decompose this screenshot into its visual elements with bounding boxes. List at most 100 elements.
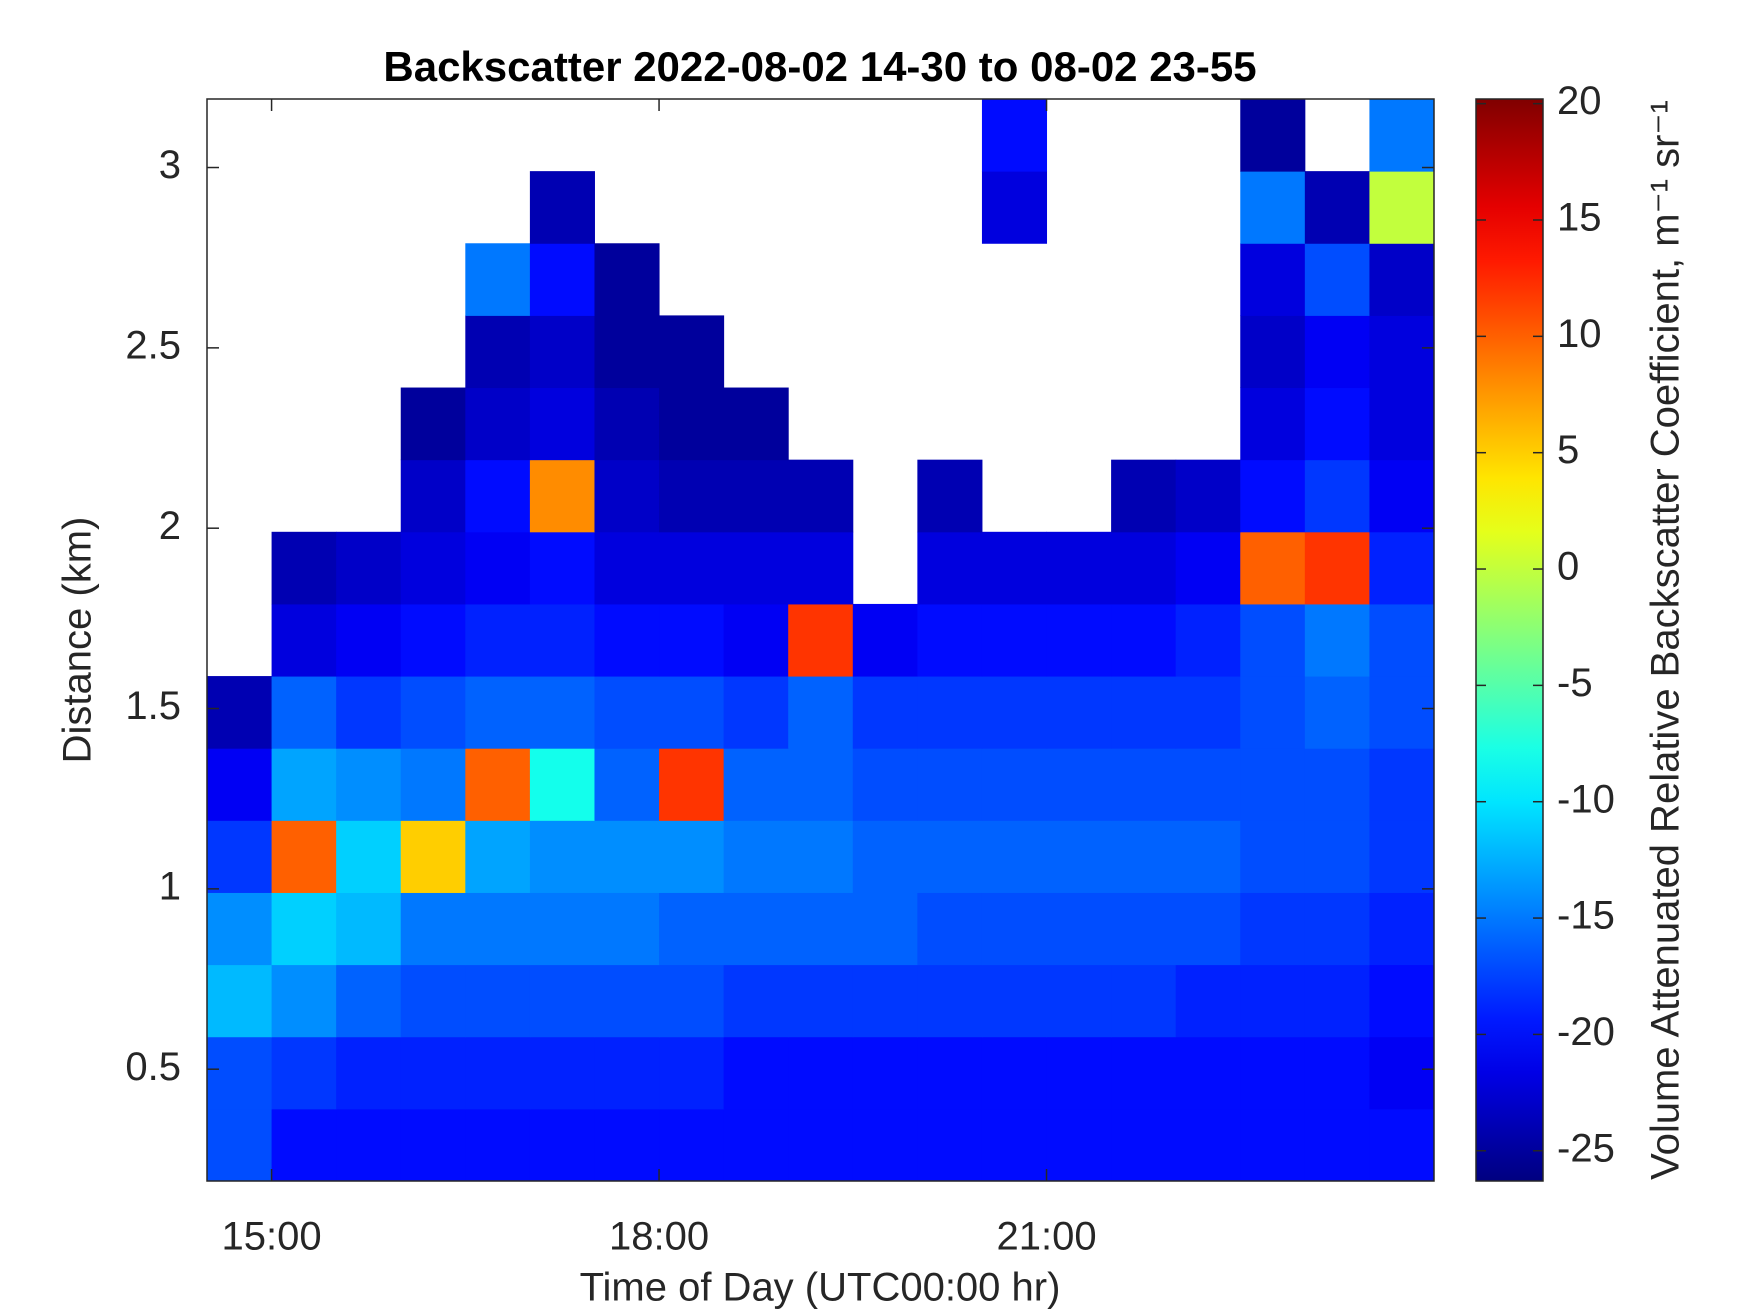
x-axis-label: Time of Day (UTC00:00 hr) [580, 1266, 1061, 1310]
heatmap-cell [981, 603, 1048, 677]
colorbar [1475, 98, 1544, 1182]
heatmap-cell [917, 531, 983, 605]
heatmap-cell [723, 531, 789, 605]
heatmap-cell [788, 676, 854, 749]
heatmap-cell [659, 387, 725, 461]
heatmap-cell [400, 387, 466, 461]
heatmap-cell [1111, 459, 1177, 533]
colorbar-tick-label: 5 [1557, 428, 1579, 472]
heatmap-cell [1175, 892, 1241, 966]
y-tick-label: 2 [159, 504, 181, 548]
heatmap-cell [336, 892, 402, 966]
heatmap-cell [1304, 459, 1370, 533]
heatmap-cell [529, 531, 595, 605]
heatmap-cell [1240, 820, 1306, 893]
heatmap-cell [1369, 964, 1435, 1038]
heatmap-cell [1111, 603, 1177, 677]
heatmap-cell [594, 1036, 660, 1110]
heatmap-cell [529, 964, 595, 1038]
heatmap-cell [529, 748, 595, 821]
heatmap-cell [271, 820, 337, 893]
heatmap-cell [1304, 892, 1370, 966]
heatmap-cell [271, 748, 337, 821]
heatmap-cell [1046, 676, 1112, 749]
heatmap-cell [917, 892, 983, 966]
heatmap-cell [594, 387, 660, 461]
heatmap-cell [981, 748, 1048, 821]
heatmap-cell [594, 1108, 660, 1182]
heatmap-cell [271, 964, 337, 1038]
heatmap-cell [852, 748, 918, 821]
heatmap-cell [529, 459, 595, 533]
heatmap-cell [207, 748, 273, 821]
heatmap-cell [1046, 892, 1112, 966]
heatmap-cell [1240, 99, 1306, 172]
heatmap-cell [271, 1036, 337, 1110]
heatmap-cell [1111, 964, 1177, 1038]
heatmap-cell [465, 531, 531, 605]
heatmap-cell [400, 531, 466, 605]
heatmap-cell [400, 1108, 466, 1182]
heatmap-cell [1369, 99, 1435, 172]
heatmap-cell [400, 892, 466, 966]
heatmap-cell [465, 820, 531, 893]
heatmap-cell [1240, 676, 1306, 749]
heatmap-cell [594, 964, 660, 1038]
heatmap-cell [529, 1108, 595, 1182]
heatmap-cell [659, 1108, 725, 1182]
heatmap-cell [1046, 531, 1112, 605]
heatmap-cell [981, 964, 1048, 1038]
heatmap-cell [1304, 171, 1370, 244]
heatmap-cell [271, 603, 337, 677]
heatmap-cell [1175, 1108, 1241, 1182]
heatmap-cell [723, 748, 789, 821]
heatmap-cell [594, 459, 660, 533]
heatmap-cell [207, 820, 273, 893]
heatmap-cell [852, 1108, 918, 1182]
heatmap-cell [465, 603, 531, 677]
heatmap-cell [594, 603, 660, 677]
heatmap-cell [336, 603, 402, 677]
heatmap-cell [465, 676, 531, 749]
heatmap-cell [336, 964, 402, 1038]
heatmap-cell [1369, 171, 1435, 244]
heatmap-cell [1304, 387, 1370, 461]
heatmap-cell [465, 892, 531, 966]
heatmap-cell [400, 964, 466, 1038]
y-tick-label: 2.5 [125, 323, 181, 367]
heatmap-cell [723, 1108, 789, 1182]
heatmap-cell [1175, 820, 1241, 893]
heatmap-cell [594, 748, 660, 821]
heatmap-cell [1240, 315, 1306, 389]
heatmap-cell [336, 676, 402, 749]
heatmap-cell [788, 1108, 854, 1182]
heatmap-cell [400, 676, 466, 749]
heatmap-cell [917, 676, 983, 749]
heatmap-cell [917, 603, 983, 677]
heatmap-cell [723, 964, 789, 1038]
heatmap-cell [788, 603, 854, 677]
heatmap-cell [1046, 1108, 1112, 1182]
heatmap-cell [659, 748, 725, 821]
heatmap-cell [788, 1036, 854, 1110]
heatmap-cell [465, 1036, 531, 1110]
heatmap-cell [1304, 820, 1370, 893]
colorbar-tick-label: -10 [1557, 777, 1615, 821]
heatmap-cell [336, 1108, 402, 1182]
heatmap-cell [207, 676, 273, 749]
heatmap-cell [1304, 676, 1370, 749]
heatmap-cell [1111, 1108, 1177, 1182]
heatmap-cell [1369, 531, 1435, 605]
heatmap-cell [1240, 171, 1306, 244]
heatmap-cell [1304, 964, 1370, 1038]
heatmap-cell [1304, 531, 1370, 605]
colorbar-tick-label: 15 [1557, 196, 1602, 240]
x-tick-label: 21:00 [996, 1215, 1096, 1259]
heatmap-cell [1240, 387, 1306, 461]
heatmap-cell [659, 1036, 725, 1110]
heatmap-cell [788, 820, 854, 893]
heatmap-cell [1175, 748, 1241, 821]
heatmap-cell [400, 820, 466, 893]
heatmap-cell [1240, 603, 1306, 677]
heatmap-cell [529, 820, 595, 893]
